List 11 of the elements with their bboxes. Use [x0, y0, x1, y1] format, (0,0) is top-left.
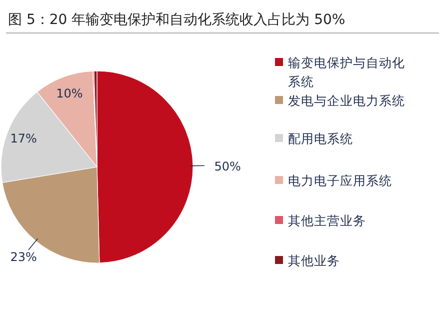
legend-label: 配用电系统 — [288, 131, 353, 146]
legend-label: 输变电保护与自动化系统 — [288, 55, 405, 89]
legend-label: 发电与企业电力系统 — [288, 93, 405, 108]
data-label: 10% — [56, 86, 83, 100]
legend-label: 其他主营业务 — [288, 213, 366, 228]
legend-label: 其他业务 — [288, 253, 340, 268]
data-label: 23% — [10, 250, 37, 264]
data-label: 50% — [214, 160, 241, 174]
chart-title: 图 5：20 年输变电保护和自动化系统收入占比为 50% — [8, 12, 346, 28]
legend-label: 电力电子应用系统 — [288, 173, 392, 188]
data-label: 17% — [10, 132, 37, 146]
